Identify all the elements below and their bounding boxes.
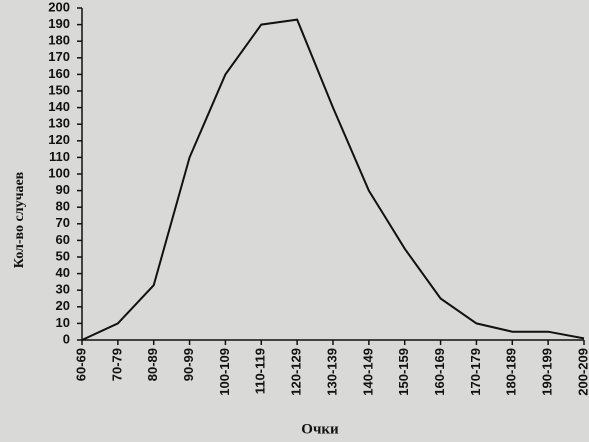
y-tick-label: 90 bbox=[56, 182, 70, 197]
x-tick-label: 190-199 bbox=[540, 348, 555, 396]
x-tick-label: 90-99 bbox=[181, 348, 196, 381]
y-tick-label: 30 bbox=[56, 282, 70, 297]
x-tick-label: 150-159 bbox=[396, 348, 411, 396]
x-axis-label: Очки bbox=[301, 421, 339, 437]
x-tick-label: 110-119 bbox=[253, 348, 268, 394]
y-tick-label: 150 bbox=[48, 82, 70, 97]
y-tick-label: 80 bbox=[56, 199, 70, 214]
y-tick-label: 60 bbox=[56, 232, 70, 247]
y-tick-label: 50 bbox=[56, 248, 70, 263]
y-tick-label: 70 bbox=[56, 215, 70, 230]
y-tick-label: 20 bbox=[56, 298, 70, 313]
y-tick-label: 160 bbox=[48, 66, 70, 81]
y-tick-label: 170 bbox=[48, 49, 70, 64]
y-tick-label: 110 bbox=[49, 149, 70, 164]
y-tick-label: 130 bbox=[48, 116, 70, 131]
y-tick-label: 180 bbox=[48, 33, 70, 48]
x-tick-label: 200-209 bbox=[575, 348, 589, 396]
x-tick-label: 60-69 bbox=[73, 348, 88, 381]
x-tick-label: 180-189 bbox=[504, 348, 519, 396]
x-tick-label: 140-149 bbox=[360, 348, 375, 396]
x-tick-label: 70-79 bbox=[109, 348, 124, 381]
y-tick-label: 120 bbox=[48, 132, 70, 147]
x-tick-label: 120-129 bbox=[289, 348, 304, 396]
data-line bbox=[81, 18, 585, 341]
x-tick-label: 100-109 bbox=[217, 348, 232, 396]
y-tick-label: 0 bbox=[63, 331, 70, 346]
y-tick-label: 100 bbox=[48, 165, 70, 180]
y-tick-label: 40 bbox=[56, 265, 70, 280]
y-tick-label: 200 bbox=[48, 0, 70, 14]
x-tick-label: 130-139 bbox=[324, 348, 339, 396]
y-tick-label: 140 bbox=[48, 99, 70, 114]
y-tick-label: 10 bbox=[56, 315, 70, 330]
x-tick-label: 160-169 bbox=[432, 348, 447, 396]
y-axis-label: Кол-во случаев bbox=[12, 171, 27, 268]
y-tick-label: 190 bbox=[48, 16, 70, 31]
x-tick-label: 170-179 bbox=[468, 348, 483, 396]
x-tick-label: 80-89 bbox=[145, 348, 160, 381]
